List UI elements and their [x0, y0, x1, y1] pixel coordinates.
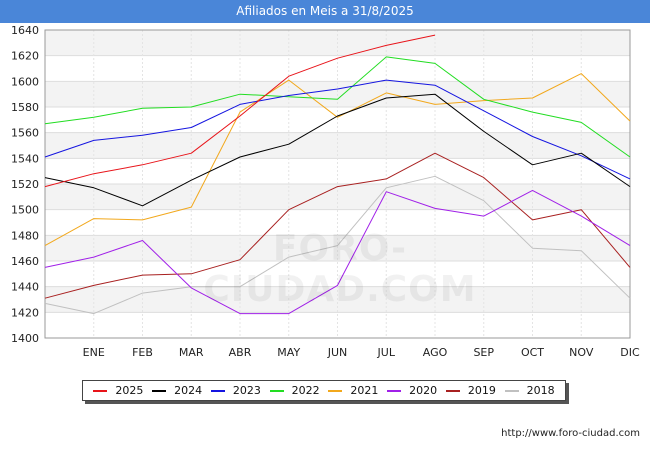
legend-swatch	[504, 389, 519, 392]
y-tick-label: 1600	[11, 75, 39, 88]
x-tick-label: ENE	[83, 346, 105, 359]
legend-swatch	[269, 389, 284, 392]
x-tick-label: JUL	[377, 346, 396, 359]
legend-label: 2020	[409, 384, 438, 397]
legend-label: 2019	[467, 384, 496, 397]
x-tick-label: OCT	[521, 346, 544, 359]
y-tick-label: 1440	[11, 281, 39, 294]
y-tick-label: 1480	[11, 229, 39, 242]
legend-label: 2023	[232, 384, 261, 397]
legend-item-2019: 2019	[445, 384, 496, 397]
x-tick-label: SEP	[473, 346, 494, 359]
y-tick-label: 1500	[11, 204, 39, 217]
x-tick-label: ABR	[229, 346, 252, 359]
x-tick-label: FEB	[132, 346, 153, 359]
series-line-2020	[44, 189, 631, 315]
legend-item-2020: 2020	[387, 384, 437, 397]
y-tick-label: 1640	[11, 24, 39, 37]
legend-swatch	[328, 389, 343, 392]
legend-label: 2021	[350, 384, 379, 397]
legend-item-2018: 2018	[504, 384, 555, 397]
y-tick-label: 1620	[11, 50, 39, 63]
x-tick-label: MAY	[277, 346, 300, 359]
series-line-2021	[44, 73, 631, 247]
x-tick-label: AGO	[423, 346, 448, 359]
y-tick-label: 1560	[11, 127, 39, 140]
footer-url[interactable]: http://www.foro-ciudad.com	[501, 428, 640, 439]
x-tick-label: DIC	[620, 346, 640, 359]
legend-label: 2018	[526, 384, 555, 397]
y-tick-label: 1460	[11, 255, 39, 268]
series-line-2018	[44, 175, 631, 315]
chart-legend: 2025 2024 2023 2022 2021 2020 2019 2018	[82, 380, 566, 401]
series-line-2024	[44, 93, 631, 207]
series-line-2019	[44, 152, 631, 299]
legend-item-2024: 2024	[152, 384, 202, 397]
x-tick-label: JUN	[327, 346, 348, 359]
legend-item-2023: 2023	[210, 384, 261, 397]
legend-item-2022: 2022	[269, 384, 320, 397]
grid-band	[45, 312, 630, 338]
y-tick-label: 1540	[11, 152, 39, 165]
legend-label: 2025	[115, 384, 144, 397]
y-tick-label: 1520	[11, 178, 39, 191]
watermark: FORO-CIUDAD.COM	[203, 228, 477, 310]
legend-item-2025: 2025	[93, 384, 143, 397]
y-tick-label: 1400	[11, 332, 39, 345]
legend-swatch	[445, 389, 460, 392]
legend-label: 2022	[291, 384, 320, 397]
legend-swatch	[93, 389, 108, 392]
series-line-2023	[44, 79, 631, 180]
chart-title: Afiliados en Meis a 31/8/2025	[0, 0, 650, 23]
x-tick-label: NOV	[569, 346, 594, 359]
x-tick-label: MAR	[179, 346, 204, 359]
y-tick-label: 1580	[11, 101, 39, 114]
legend-swatch	[387, 389, 402, 392]
series-line-2022	[44, 56, 631, 158]
y-tick-label: 1420	[11, 306, 39, 319]
legend-label: 2024	[174, 384, 203, 397]
plot-frame	[44, 29, 631, 339]
legend-item-2021: 2021	[328, 384, 378, 397]
legend-swatch	[210, 389, 225, 392]
series-line-2025	[44, 34, 436, 188]
legend-swatch	[152, 389, 167, 392]
